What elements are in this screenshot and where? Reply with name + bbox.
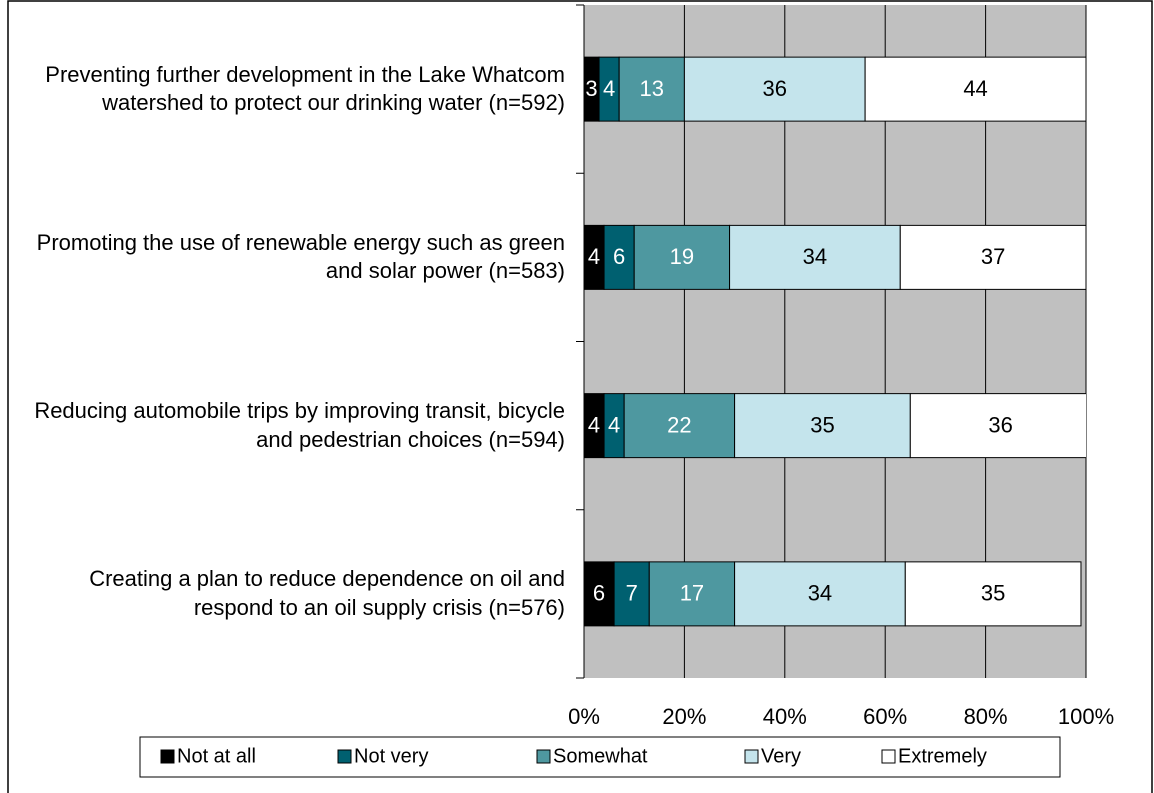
- legend-swatch: [881, 749, 896, 764]
- value-label: 4: [588, 244, 600, 269]
- value-label: 4: [608, 412, 620, 437]
- bar-segment: [734, 561, 906, 627]
- legend-label: Somewhat: [553, 745, 648, 767]
- legend-swatch: [536, 749, 551, 764]
- value-label: 35: [810, 412, 834, 437]
- value-label: 4: [588, 412, 600, 437]
- value-label: 36: [763, 76, 787, 101]
- legend-label: Not very: [354, 745, 428, 767]
- frame: [7, 0, 1153, 793]
- bar-segment: [603, 224, 635, 290]
- value-label: 36: [988, 412, 1012, 437]
- legend-swatch: [160, 749, 175, 764]
- bar-segment: [899, 224, 1086, 290]
- value-label: 7: [626, 581, 638, 606]
- value-label: 22: [667, 412, 691, 437]
- legend-label: Extremely: [898, 745, 987, 767]
- bar-segment: [683, 56, 866, 122]
- bars: [584, 56, 1086, 627]
- legend-box: [139, 736, 1061, 778]
- legend-swatch: [744, 749, 759, 764]
- value-label: 13: [640, 76, 664, 101]
- category-label: Promoting the use of renewable energy su…: [36, 229, 565, 284]
- value-label: 6: [593, 581, 605, 606]
- value-label: 4: [603, 76, 615, 101]
- bar-segment: [613, 561, 650, 627]
- value-label: 6: [613, 244, 625, 269]
- category-label: Reducing automobile trips by improving t…: [34, 398, 565, 452]
- value-label: 34: [808, 581, 832, 606]
- bar-segment: [909, 393, 1086, 459]
- bar-segment: [904, 561, 1082, 627]
- bar-segment: [729, 224, 901, 290]
- category-label: Preventing further development in the La…: [45, 61, 565, 116]
- value-label: 35: [981, 581, 1005, 606]
- x-tick-label: 0%: [568, 704, 600, 729]
- legend-swatch: [337, 749, 352, 764]
- bar-segment: [648, 561, 736, 627]
- value-label: 3: [585, 76, 597, 101]
- x-tick-label: 40%: [763, 704, 807, 729]
- bar-segment: [864, 56, 1086, 122]
- legend-label: Not at all: [177, 745, 256, 767]
- x-tick-label: 80%: [964, 704, 1008, 729]
- value-label: 37: [981, 244, 1005, 269]
- x-tick-label: 20%: [662, 704, 706, 729]
- bar-segment: [734, 393, 911, 459]
- x-tick-label: 60%: [863, 704, 907, 729]
- category-label: Creating a plan to reduce dependence on …: [89, 566, 565, 620]
- value-label: 44: [963, 76, 987, 101]
- value-label: 34: [803, 244, 827, 269]
- legend-label: Very: [761, 745, 801, 767]
- value-label: 19: [670, 244, 694, 269]
- value-label: 17: [680, 581, 704, 606]
- bar-segment: [633, 224, 731, 290]
- bar-segment: [623, 393, 736, 459]
- bar-segment: [618, 56, 685, 122]
- x-tick-label: 100%: [1058, 704, 1114, 729]
